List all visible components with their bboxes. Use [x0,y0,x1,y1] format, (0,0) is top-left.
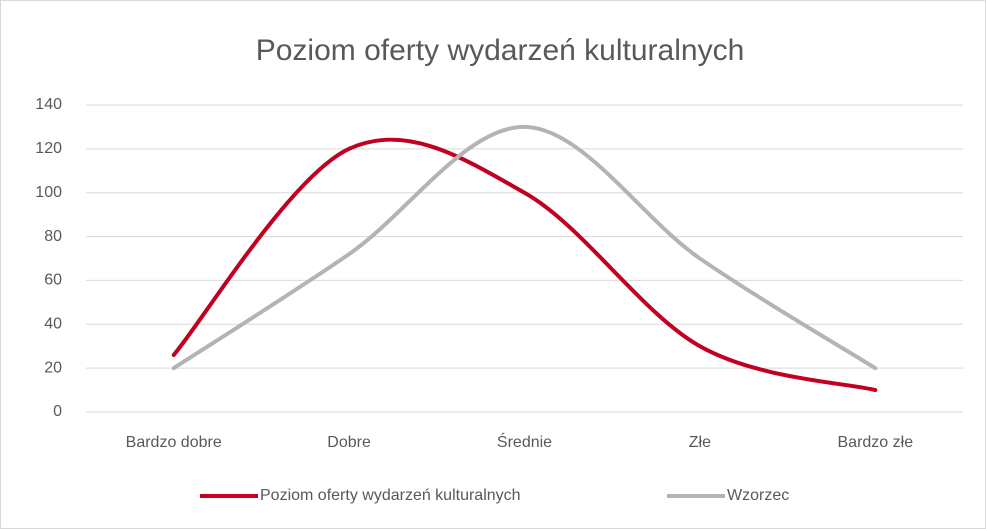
line-series [171,124,878,371]
y-tick-label: 60 [44,272,62,289]
chart-title: Poziom oferty wydarzeń kulturalnych [256,34,745,67]
x-tick-label: Dobre [327,434,371,451]
y-tick-label: 20 [44,359,62,376]
x-tick-label: Złe [689,434,711,451]
x-tick-label: Bardzo dobre [126,434,222,451]
y-tick-label: 120 [35,140,62,157]
legend-label: Poziom oferty wydarzeń kulturalnych [260,487,521,504]
legend-label: Wzorzec [727,487,789,504]
x-tick-label: Bardzo złe [838,434,914,451]
x-tick-label: Średnie [497,432,552,451]
y-tick-label: 0 [53,403,62,420]
y-tick-label: 100 [35,184,62,201]
y-tick-label: 140 [35,96,62,113]
y-tick-label: 80 [44,228,62,245]
line-series [171,137,878,393]
y-tick-label: 40 [44,316,62,333]
